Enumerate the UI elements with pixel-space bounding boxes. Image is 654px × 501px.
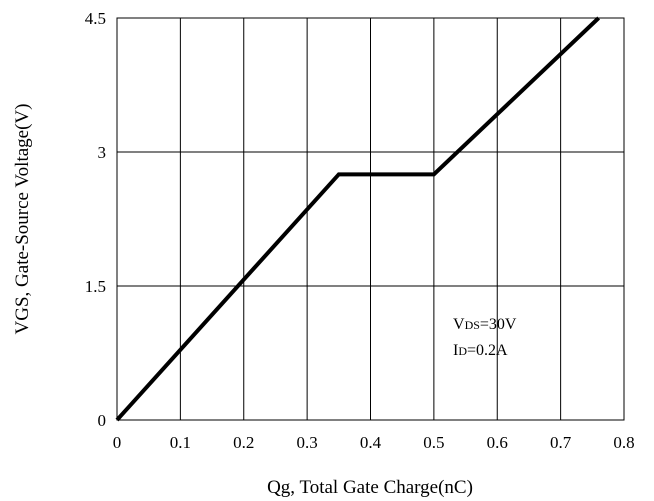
curve-layer	[115, 16, 601, 422]
annotation-value: =0.2A	[467, 342, 508, 359]
x-tick-label-7: 0.7	[550, 433, 572, 452]
x-tick-label-3: 0.3	[297, 433, 318, 452]
y-axis-title: VGS, Gate-Source Voltage(V)	[12, 104, 33, 335]
annotation-block: VDS=30V ID=0.2A	[453, 316, 517, 359]
x-tick-label-1: 0.1	[170, 433, 191, 452]
x-tick-label-6: 0.6	[487, 433, 508, 452]
x-tick-label-5: 0.5	[423, 433, 444, 452]
x-axis-title: Qg, Total Gate Charge(nC)	[267, 477, 473, 498]
annotation-subscript: DS	[465, 318, 480, 332]
y-tick-label-0: 0	[98, 411, 107, 430]
grid-layer	[116, 17, 625, 421]
x-tick-labels: 0 0.1 0.2 0.3 0.4 0.5 0.6 0.7 0.8	[113, 433, 635, 452]
annotation-1: ID=0.2A	[453, 342, 508, 359]
x-tick-label-4: 0.4	[360, 433, 382, 452]
annotation-value: =30V	[480, 316, 517, 333]
annotation-subscript: D	[458, 344, 467, 358]
annotation-symbol: V	[453, 316, 465, 333]
y-tick-labels: 0 1.5 3 4.5	[85, 9, 106, 430]
x-tick-label-8: 0.8	[613, 433, 634, 452]
y-tick-label-3: 4.5	[85, 9, 106, 28]
x-tick-label-0: 0	[113, 433, 122, 452]
y-tick-label-1: 1.5	[85, 277, 106, 296]
x-tick-label-2: 0.2	[233, 433, 254, 452]
y-tick-label-2: 3	[98, 143, 107, 162]
series-line-0	[115, 16, 601, 422]
annotation-0: VDS=30V	[453, 316, 517, 333]
plot-frame	[116, 17, 625, 421]
annotation-symbol: I	[453, 342, 458, 359]
